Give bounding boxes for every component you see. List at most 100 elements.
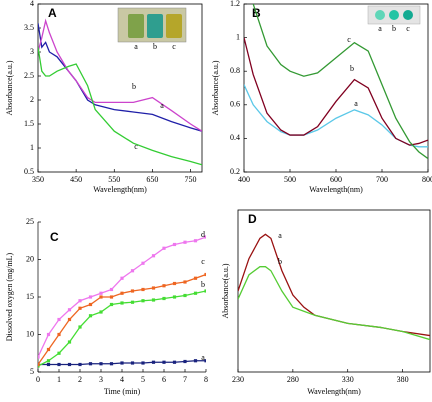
- y-tick-label: 1.5: [24, 119, 34, 128]
- point-marker: [130, 269, 135, 273]
- y-tick-label: 1: [30, 143, 34, 152]
- x-tick-label: 350: [32, 175, 44, 184]
- point-marker: [57, 317, 61, 322]
- point-marker: [57, 351, 61, 355]
- y-tick-label: 3: [30, 47, 34, 56]
- point-marker: [67, 317, 72, 322]
- x-tick-label: 4: [120, 375, 124, 384]
- point-marker: [78, 306, 82, 310]
- y-tick-label: 0.5: [24, 167, 34, 176]
- y-tick-label: 20: [26, 254, 34, 263]
- curve: [38, 18, 202, 132]
- x-tick-label: 800: [422, 175, 432, 184]
- point-marker: [120, 291, 124, 295]
- plot-area: [38, 235, 206, 368]
- curve-label: c: [134, 142, 138, 151]
- curve-label: c: [201, 257, 205, 266]
- point-marker: [183, 359, 187, 364]
- point-marker: [88, 314, 93, 318]
- y-tick-label: 25: [26, 217, 34, 226]
- x-tick-label: 8: [204, 375, 208, 384]
- curve: [38, 23, 202, 132]
- curve: [38, 47, 202, 166]
- point-marker: [193, 276, 198, 280]
- point-marker: [141, 261, 145, 265]
- plot-frame: [237, 209, 431, 373]
- point-marker: [130, 361, 135, 365]
- curve: [38, 236, 206, 358]
- point-marker: [67, 362, 72, 367]
- curve-label: b: [132, 82, 136, 91]
- curve-label: d: [201, 230, 205, 239]
- point-marker: [172, 295, 177, 299]
- curve-label: a: [201, 353, 205, 362]
- curve: [38, 273, 206, 365]
- inset-label: b: [392, 24, 396, 33]
- y-tick-label: 0.8: [230, 66, 240, 75]
- point-marker: [99, 310, 103, 314]
- point-marker: [99, 295, 103, 299]
- x-tick-label: 650: [146, 175, 158, 184]
- curve-label: a: [160, 101, 164, 110]
- curve-label: a: [278, 231, 282, 240]
- y-tick-label: 0.6: [230, 100, 240, 109]
- point-marker: [78, 299, 82, 303]
- panel-label: A: [48, 6, 57, 20]
- x-axis-label: Wavelength(nm): [93, 185, 147, 194]
- y-tick-label: 2.5: [24, 71, 34, 80]
- x-tick-label: 380: [397, 375, 409, 384]
- y-axis-label: Absorbance(a.u.): [5, 60, 14, 115]
- point-marker: [183, 240, 187, 244]
- x-axis-label: Time (min): [104, 387, 141, 396]
- point-marker: [120, 361, 124, 365]
- y-tick-label: 0.4: [230, 133, 240, 142]
- point-marker: [120, 301, 124, 305]
- y-tick-label: 1: [236, 32, 240, 41]
- panel-label: C: [50, 230, 59, 244]
- point-marker: [204, 235, 206, 239]
- point-marker: [130, 289, 135, 293]
- plot-area: [238, 233, 430, 341]
- point-marker: [204, 272, 206, 277]
- inset-label: c: [406, 24, 410, 33]
- curve: [244, 37, 428, 146]
- point-marker: [162, 360, 166, 364]
- point-marker: [109, 295, 114, 299]
- x-tick-label: 330: [342, 375, 354, 384]
- y-tick-label: 0.2: [230, 167, 240, 176]
- x-tick-label: 0: [36, 375, 40, 384]
- inset-photo: [367, 5, 421, 25]
- point-marker: [151, 286, 156, 290]
- point-marker: [88, 302, 93, 307]
- y-axis-label: Absorbance(a.u.): [221, 263, 230, 318]
- y-tick-label: 1.2: [230, 0, 240, 8]
- inset-label: a: [134, 42, 138, 51]
- point-marker: [99, 291, 103, 295]
- point-marker: [183, 293, 187, 298]
- point-marker: [67, 308, 72, 312]
- curve: [238, 266, 430, 341]
- inset-photo: [117, 7, 187, 43]
- point-marker: [99, 362, 103, 366]
- point-marker: [151, 298, 156, 302]
- point-marker: [109, 302, 114, 307]
- x-tick-label: 280: [287, 375, 299, 384]
- point-marker: [109, 287, 114, 292]
- plot-frame: [243, 3, 429, 173]
- point-marker: [46, 332, 51, 337]
- point-marker: [162, 296, 166, 301]
- x-tick-label: 230: [232, 375, 244, 384]
- point-marker: [120, 276, 124, 280]
- point-marker: [193, 291, 198, 295]
- x-tick-label: 5: [141, 375, 145, 384]
- x-tick-label: 450: [70, 175, 82, 184]
- point-marker: [172, 281, 177, 286]
- y-axis-label: Dissolved oxygen (mg/mL): [5, 252, 14, 341]
- x-tick-label: 550: [108, 175, 120, 184]
- curve-label: b: [201, 280, 205, 289]
- y-tick-label: 15: [26, 292, 34, 301]
- point-marker: [172, 242, 177, 247]
- curve-label: c: [347, 35, 351, 44]
- point-marker: [151, 254, 156, 258]
